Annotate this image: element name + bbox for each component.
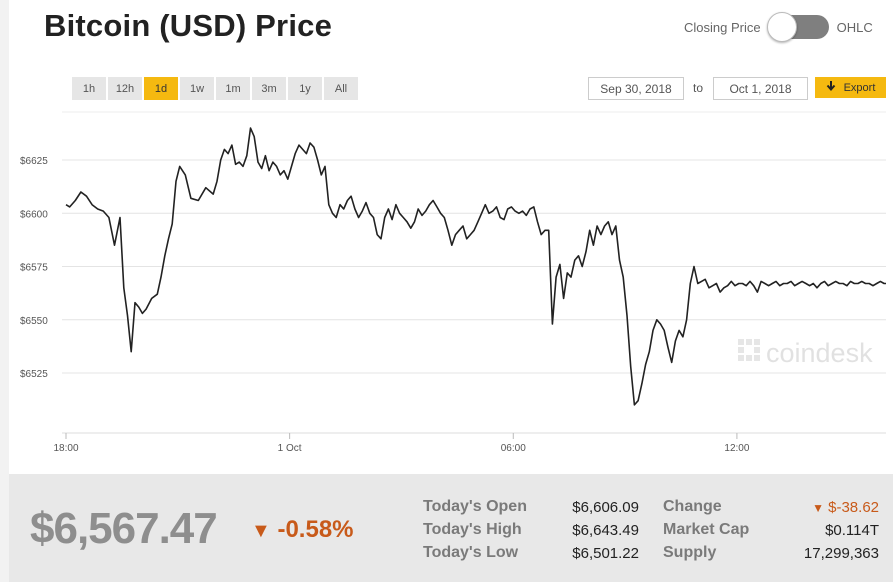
chart-grid <box>62 111 886 374</box>
closing-price-label: Closing Price <box>684 19 761 35</box>
triangle-down-icon: ▼ <box>251 520 271 542</box>
y-tick-label: $6550 <box>20 316 48 327</box>
stat-value-open: $6,606.09 <box>572 499 639 516</box>
end-date-input[interactable]: Oct 1, 2018 <box>713 77 808 100</box>
range-1d-button[interactable]: 1d <box>144 77 178 100</box>
arrow-down-icon <box>826 80 836 95</box>
x-tick-label: 12:00 <box>724 443 749 454</box>
stat-value-low: $6,501.22 <box>572 545 639 562</box>
range-1w-button[interactable]: 1w <box>180 77 214 100</box>
stat-value-market-cap: $0.114T <box>825 522 879 539</box>
ohlc-label: OHLC <box>836 19 873 35</box>
coindesk-watermark: coindesk <box>738 338 873 368</box>
stat-label-open: Today's Open <box>423 498 527 515</box>
stat-label-supply: Supply <box>663 544 717 561</box>
y-axis-labels: $6525 $6550 $6575 $6600 $6625 <box>20 156 48 380</box>
x-tick-label: 1 Oct <box>278 443 302 454</box>
stat-value-supply: 17,299,363 <box>803 545 879 562</box>
y-tick-label: $6600 <box>20 209 48 220</box>
price-series-line <box>65 127 886 406</box>
range-all-button[interactable]: All <box>324 77 358 100</box>
x-tick-label: 18:00 <box>53 443 78 454</box>
stat-label-low: Today's Low <box>423 544 519 561</box>
price-change-percent: ▼ -0.58% <box>251 516 354 544</box>
range-3m-button[interactable]: 3m <box>252 77 286 100</box>
price-chart[interactable]: $6525 $6550 $6575 $6600 $6625 18:00 1 Oct 06:0… <box>0 100 893 470</box>
series-group <box>65 127 886 406</box>
change-value: $-38.62 <box>828 499 879 516</box>
change-percent-value: -0.58% <box>277 516 354 543</box>
range-1h-button[interactable]: 1h <box>72 77 106 100</box>
export-label: Export <box>843 81 876 94</box>
export-button[interactable]: Export <box>815 77 886 98</box>
watermark-text: coindesk <box>766 338 873 368</box>
range-1m-button[interactable]: 1m <box>216 77 250 100</box>
date-to-label: to <box>693 81 704 95</box>
price-mode-toggle[interactable] <box>766 12 829 42</box>
y-tick-label: $6575 <box>20 263 48 274</box>
start-date-input[interactable]: Sep 30, 2018 <box>588 77 684 100</box>
current-price: $6,567.47 <box>30 504 218 553</box>
stat-label-high: Today's High <box>423 521 522 538</box>
x-tick-label: 06:00 <box>501 443 526 454</box>
y-tick-label: $6525 <box>20 369 48 380</box>
stat-value-change: ▼ $-38.62 <box>769 499 879 516</box>
range-1y-button[interactable]: 1y <box>288 77 322 100</box>
stat-value-high: $6,643.49 <box>572 522 639 539</box>
toggle-knob[interactable] <box>766 12 797 42</box>
x-axis: 18:00 1 Oct 06:00 12:00 <box>53 432 886 454</box>
triangle-down-icon: ▼ <box>812 501 824 515</box>
left-edge-strip <box>0 0 9 582</box>
price-mode-toggle-group: Closing Price OHLC <box>684 12 873 42</box>
coindesk-logo-icon <box>738 339 760 361</box>
stats-panel: $6,567.47 ▼ -0.58% Today's Open $6,606.0… <box>9 474 893 582</box>
y-tick-label: $6625 <box>20 156 48 167</box>
stat-label-market-cap: Market Cap <box>663 521 750 538</box>
time-range-selector: 1h 12h 1d 1w 1m 3m 1y All <box>72 77 358 100</box>
stat-label-change: Change <box>663 498 722 515</box>
page-title: Bitcoin (USD) Price <box>44 8 333 43</box>
range-12h-button[interactable]: 12h <box>108 77 142 100</box>
